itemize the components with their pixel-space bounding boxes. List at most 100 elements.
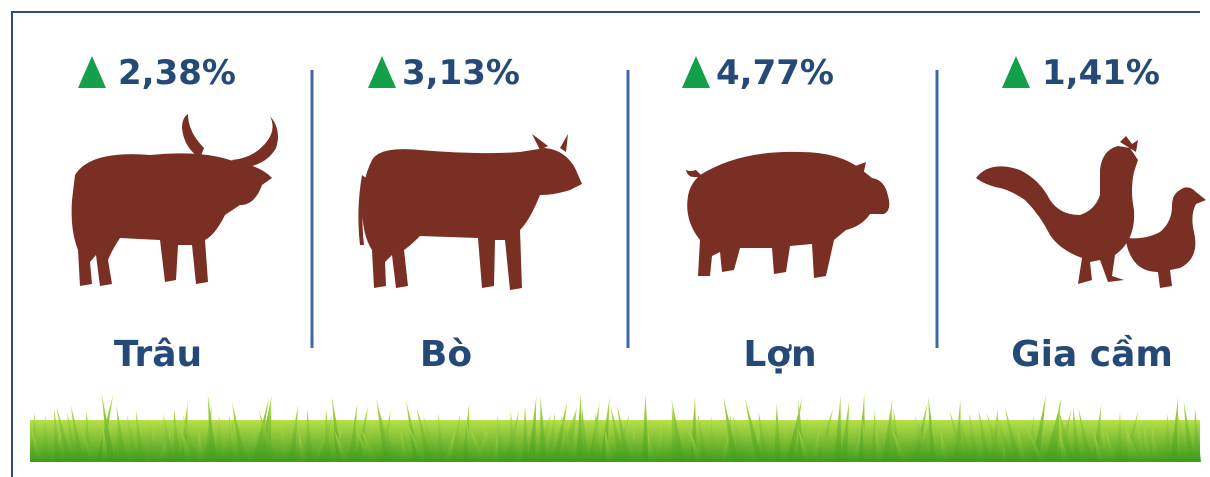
grass-blade [1004,407,1021,462]
grass-blade [1073,406,1081,462]
grass-blade [1164,413,1171,462]
grass-blade [42,414,49,462]
grass-blade [1044,398,1062,462]
grass-blade [483,424,493,462]
grass-blade [1183,400,1195,462]
grass-blade [379,412,397,462]
grass-blade [396,420,403,462]
grass-blade [126,425,144,462]
grass-blade [1152,427,1159,462]
grass-blade [222,414,236,462]
grass-blade [528,395,537,462]
grass-blade [612,413,630,462]
up-triangle [1002,56,1030,88]
grass-blade [510,410,517,462]
grass-blade [660,422,671,462]
grass-blade [462,403,470,462]
grass-blade [723,395,739,462]
grass-blade [174,407,181,462]
grass-blade [1105,429,1117,462]
grass-blade [978,409,991,462]
grass-blade [1057,407,1075,462]
grass-blade [914,414,931,462]
grass-blade [1116,412,1123,462]
grass-blade [456,418,472,462]
grass-blade [492,430,499,462]
grass-blade [534,413,552,462]
grass-blade [1137,426,1147,462]
pig-icon [686,151,890,278]
grass-blade [231,402,247,462]
change: 4,77% [716,53,834,93]
grass-blade [67,412,79,462]
grass-blade [423,415,439,462]
grass-blade [892,428,907,462]
grass-blade [958,413,973,462]
grass-blade [671,398,685,462]
grass-blade [605,429,613,462]
grass-blade [1093,431,1105,462]
grass-blade [331,396,343,462]
grass-blade [400,429,409,462]
grass [30,393,1201,462]
grass-blade [820,419,835,462]
grass-blade [875,427,883,462]
grass-blade [798,428,811,462]
grass-blade [986,412,1003,462]
up-triangle [682,56,710,88]
grass-blade [617,404,631,462]
grass-blade [810,426,820,462]
grass-blade [1194,407,1201,462]
grass-blade [207,393,217,462]
grass-blade [135,410,145,462]
grass-blade [48,428,63,462]
grass-blade [70,405,85,462]
grass-blade [252,397,270,462]
change: 3,13% [402,53,520,93]
grass-blade [516,427,531,462]
grass-blade [1143,427,1153,462]
grass-blade [246,421,257,462]
grass-blade [1170,396,1179,462]
change: 2,38% [118,53,236,93]
grass-blade [576,393,583,462]
grass-blade [522,405,529,462]
grass-blade [101,393,115,462]
grass-blade [318,413,333,462]
grass-blade [360,428,379,462]
grass-blade [114,415,121,462]
grass-blade [116,405,127,462]
grass-blade [355,425,373,462]
dividers [310,70,939,348]
grass-blade [546,412,556,462]
grass-blade [294,421,311,462]
grass-blade [996,413,1015,462]
grass-blade [758,410,769,462]
grass-blade [588,401,600,462]
grass-blade [330,426,342,462]
frame [11,11,1200,477]
grass-blade [654,424,662,462]
grass-blade [438,412,445,462]
grass-blade [780,422,787,462]
grass-blade [216,414,223,462]
grass-blade [949,410,967,462]
grass-blade [354,405,369,462]
grass-blade [1122,410,1139,462]
grass-blade [79,424,97,462]
grass-blade [1101,427,1111,462]
grass-blade [969,412,979,462]
label: Trâu [114,334,202,375]
grass-blade [229,421,241,462]
label: Gia cầm [1011,334,1173,375]
grass-blade [594,411,601,462]
grass-blade [1158,419,1171,462]
grass-blade [762,418,775,462]
grass-blade [552,400,568,462]
grass-blade [306,408,313,462]
grass-blade [163,413,175,462]
grass-blade [688,428,703,462]
grass-blade [846,420,853,462]
grass-blade [1080,420,1097,462]
